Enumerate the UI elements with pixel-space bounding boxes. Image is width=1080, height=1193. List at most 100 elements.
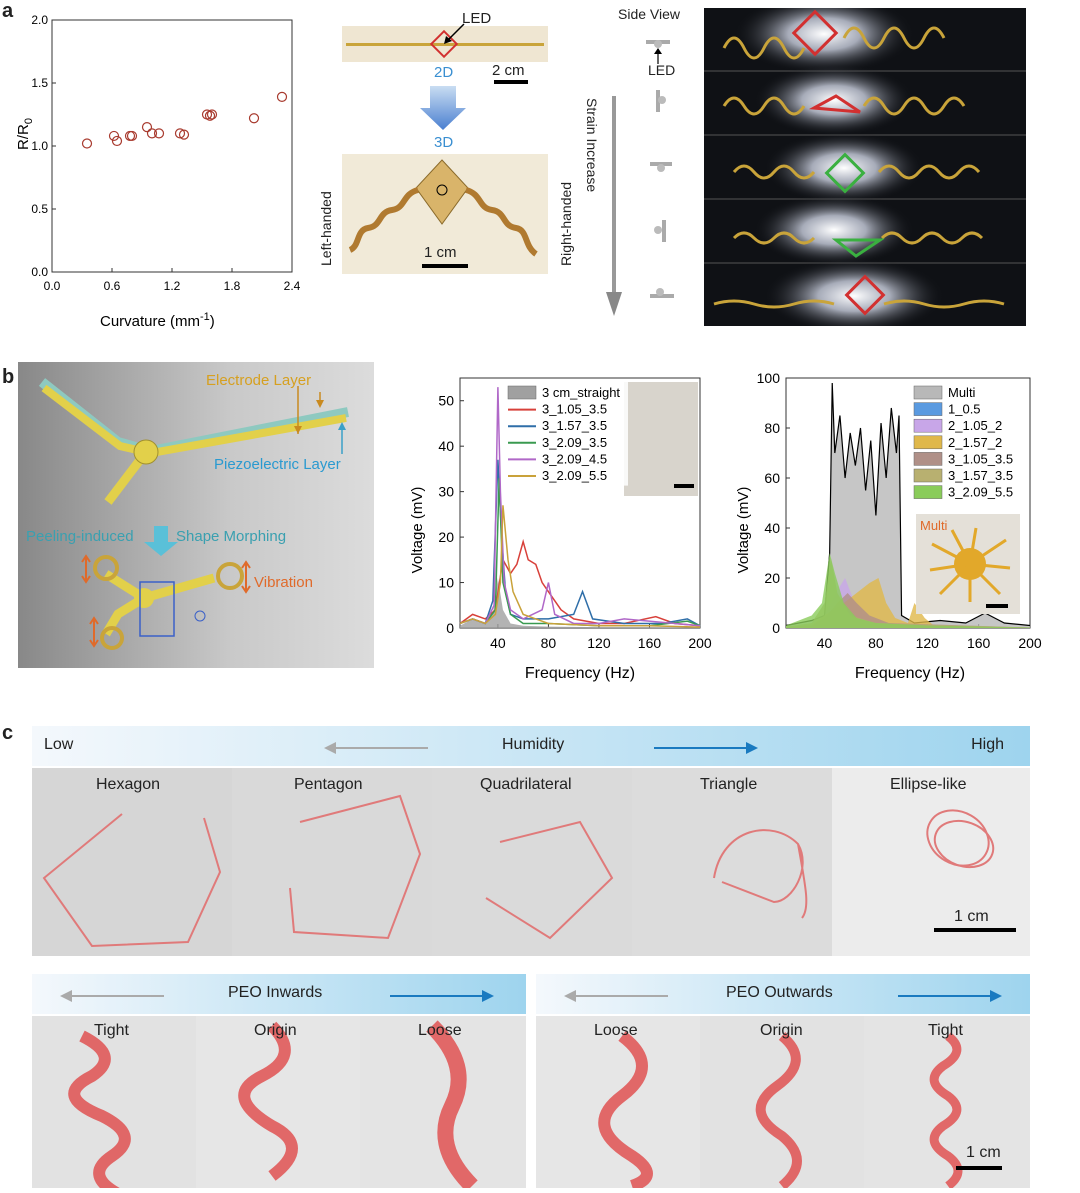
scale-bar-2cm	[494, 80, 528, 84]
chart2-legend-label: 1_0.5	[948, 402, 981, 417]
peo-in-arrow-right	[390, 990, 494, 1002]
chart2-legend-swatch	[913, 402, 943, 416]
chart1-ylabel: Voltage (mV)	[409, 487, 426, 574]
chart1-inset-photo	[624, 382, 698, 496]
chart1-ytick-label: 0	[446, 620, 454, 636]
curvature-scatter-chart: 0.0 0.6 1.2 1.8 2.4 0.0 0.5 1.0 1.5 2.0 R/R0 Curv…	[15, 13, 301, 330]
chart2-xtick-label: 200	[1018, 635, 1042, 651]
chart2-legend-swatch	[913, 485, 943, 499]
chart2-ytick-label: 40	[764, 520, 780, 536]
humidity-high: High	[971, 736, 1004, 753]
side-led-label: LED	[648, 62, 676, 78]
shape-label-4: Ellipse-like	[890, 776, 967, 793]
chart1-legend-label: 3_1.05_3.5	[542, 402, 607, 417]
shapes-scale-bar	[934, 928, 1016, 932]
left-handed-label: Left-handed	[318, 191, 334, 266]
chart1-legend-label: 3_2.09_5.5	[542, 468, 607, 483]
shapes-scale-label: 1 cm	[954, 908, 989, 925]
chart1-xtick-label: 200	[688, 635, 712, 651]
shape-label-2: Quadrilateral	[480, 776, 572, 793]
panel-letter-b: b	[2, 366, 15, 388]
chart1-inset-scalebar	[674, 484, 694, 488]
peo-scale-label: 1 cm	[966, 1144, 1001, 1161]
right-handed-label: Right-handed	[558, 181, 574, 266]
scatter-xtick-label: 0.0	[44, 279, 61, 293]
photo-3d-helix: 1 cm	[342, 154, 548, 274]
scale-bar-1cm	[422, 264, 468, 268]
peo-inwards-title: PEO Inwards	[228, 984, 323, 1001]
voltage-frequency-chart-1: 40 80 120 160 200 0 10 20 30 40 50 3 cm_straight 3_…	[409, 377, 712, 682]
chart2-series	[785, 382, 1031, 628]
chart1-legend-label: 3 cm_straight	[542, 385, 620, 400]
scatter-point	[146, 128, 158, 139]
peeling-label: Peeling-induced	[26, 528, 134, 545]
multi-device-illustration	[929, 527, 1011, 602]
scatter-point	[178, 129, 190, 140]
chart2-ytick-label: 20	[764, 570, 780, 586]
chart2-series-area	[786, 383, 1030, 628]
scatter-ytick-label: 0.5	[31, 202, 48, 216]
side-view-label: Side View	[618, 6, 681, 22]
peo-out-item-2: Tight	[928, 1022, 963, 1039]
photo-2d-strip	[342, 26, 548, 62]
scatter-ytick-label: 1.5	[31, 76, 48, 90]
chart2-legend-label: 2_1.57_2	[948, 435, 1002, 450]
chart1-legend-label: 3_2.09_4.5	[542, 451, 607, 466]
chart2-legend-label: 2_1.05_2	[948, 418, 1002, 433]
chart2-ytick-label: 0	[772, 620, 780, 636]
scatter-point	[81, 138, 93, 149]
peo-scale-bar	[956, 1166, 1002, 1170]
peo-in-item-0: Tight	[94, 1022, 129, 1039]
scatter-point	[141, 121, 153, 133]
scatter-point	[174, 128, 186, 139]
led-label: LED	[462, 10, 492, 27]
chart2-legend-swatch	[913, 452, 943, 466]
led-arrow	[444, 23, 465, 44]
arrow-right-blue	[654, 742, 758, 754]
chart1-xlabel: Frequency (Hz)	[525, 665, 635, 682]
scatter-ytick-label: 1.0	[31, 139, 48, 153]
peo-outwards-title: PEO Outwards	[726, 984, 833, 1001]
chart1-ytick-label: 10	[438, 575, 454, 591]
chart2-ytick-label: 60	[764, 470, 780, 486]
peo-outwards-bar: PEO Outwards	[536, 974, 1030, 1014]
chart2-series-area	[786, 553, 1030, 628]
chart2-legend-label: Multi	[948, 385, 976, 400]
scatter-point	[108, 130, 120, 142]
chart1-legend: 3 cm_straight 3_1.05_3.53_1.57_3.5 3_2.09_…	[504, 382, 628, 486]
chart1-ytick-label: 20	[438, 529, 454, 545]
scatter-point	[111, 135, 123, 147]
chart2-series-line	[785, 382, 1031, 627]
scatter-xtick-label: 1.8	[224, 279, 241, 293]
down-arrow-2d-3d	[420, 86, 466, 130]
scatter-xtick-label: 0.6	[104, 279, 121, 293]
chart1-series-line	[459, 387, 701, 627]
chart2-ytick-label: 80	[764, 420, 780, 436]
strain-increase-label: Strain Increase	[584, 98, 600, 193]
chart1-xtick-label: 120	[587, 635, 611, 651]
chart2-inset-scalebar	[986, 604, 1008, 608]
shape-label-3: Triangle	[700, 776, 758, 793]
chart2-ytick-label: 100	[757, 370, 781, 386]
scatter-point	[276, 91, 288, 102]
chart2-legend-label: 3_1.57_3.5	[948, 468, 1013, 483]
side-view-icons	[646, 40, 674, 298]
electrode-layer-label: Electrode Layer	[206, 372, 312, 389]
strip-line	[346, 43, 544, 46]
chart1-xtick-label: 160	[638, 635, 662, 651]
scatter-ticks: 0.0 0.6 1.2 1.8 2.4 0.0 0.5 1.0 1.5 2.0	[31, 13, 300, 293]
chart1-xtick-label: 80	[541, 635, 557, 651]
chart2-legend-label: 3_2.09_5.5	[948, 485, 1013, 500]
scatter-xtick-label: 1.2	[164, 279, 181, 293]
led-strain-photos	[704, 0, 1026, 334]
panel-letter-c: c	[2, 722, 14, 744]
arrow-left-grey	[324, 742, 428, 754]
scatter-points	[81, 91, 288, 149]
peo-out-arrow-left	[564, 990, 668, 1002]
chart2-xtick-label: 40	[817, 635, 833, 651]
shape-label-1: Pentagon	[294, 776, 363, 793]
chart2-xtick-label: 120	[916, 635, 940, 651]
scatter-ytick-label: 0.0	[31, 265, 48, 279]
chart1-ytick-label: 50	[438, 393, 454, 409]
